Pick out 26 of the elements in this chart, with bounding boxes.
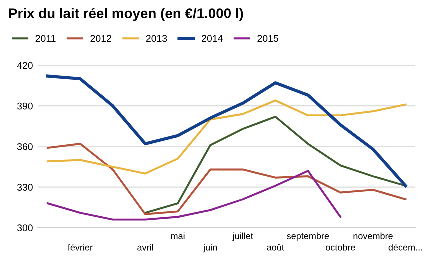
x-tick-label: septembre (287, 232, 330, 242)
x-tick-label: juillet (232, 232, 254, 242)
y-tick-label: 300 (17, 224, 33, 232)
legend-label: 2015 (258, 35, 278, 42)
x-tick-label: février (68, 244, 93, 251)
line-series (46, 74, 408, 188)
line-series (46, 143, 407, 216)
chart-title: Prix du lait réel moyen (en €/1.000 l) (9, 8, 244, 22)
x-tick-label: octobre (326, 244, 356, 251)
line-series (144, 116, 407, 214)
line-series (46, 170, 342, 221)
legend-label: 2014 (202, 35, 223, 42)
x-tick-label: avril (138, 244, 154, 251)
legend-label: 2013 (146, 35, 168, 42)
y-tick-label: 360 (17, 143, 33, 150)
line-series (46, 100, 407, 175)
y-tick-label: 420 (17, 62, 33, 70)
legend-label: 2011 (36, 35, 56, 42)
legend-label: 2012 (90, 35, 112, 42)
x-tick-label: mai (171, 232, 185, 240)
y-tick-label: 330 (17, 184, 33, 191)
x-tick-label: décem... (388, 244, 422, 251)
x-tick-label: août (267, 244, 284, 251)
x-tick-label: juin (203, 244, 218, 253)
x-tick-label: novembre (354, 232, 393, 240)
y-tick-label: 390 (17, 102, 33, 110)
